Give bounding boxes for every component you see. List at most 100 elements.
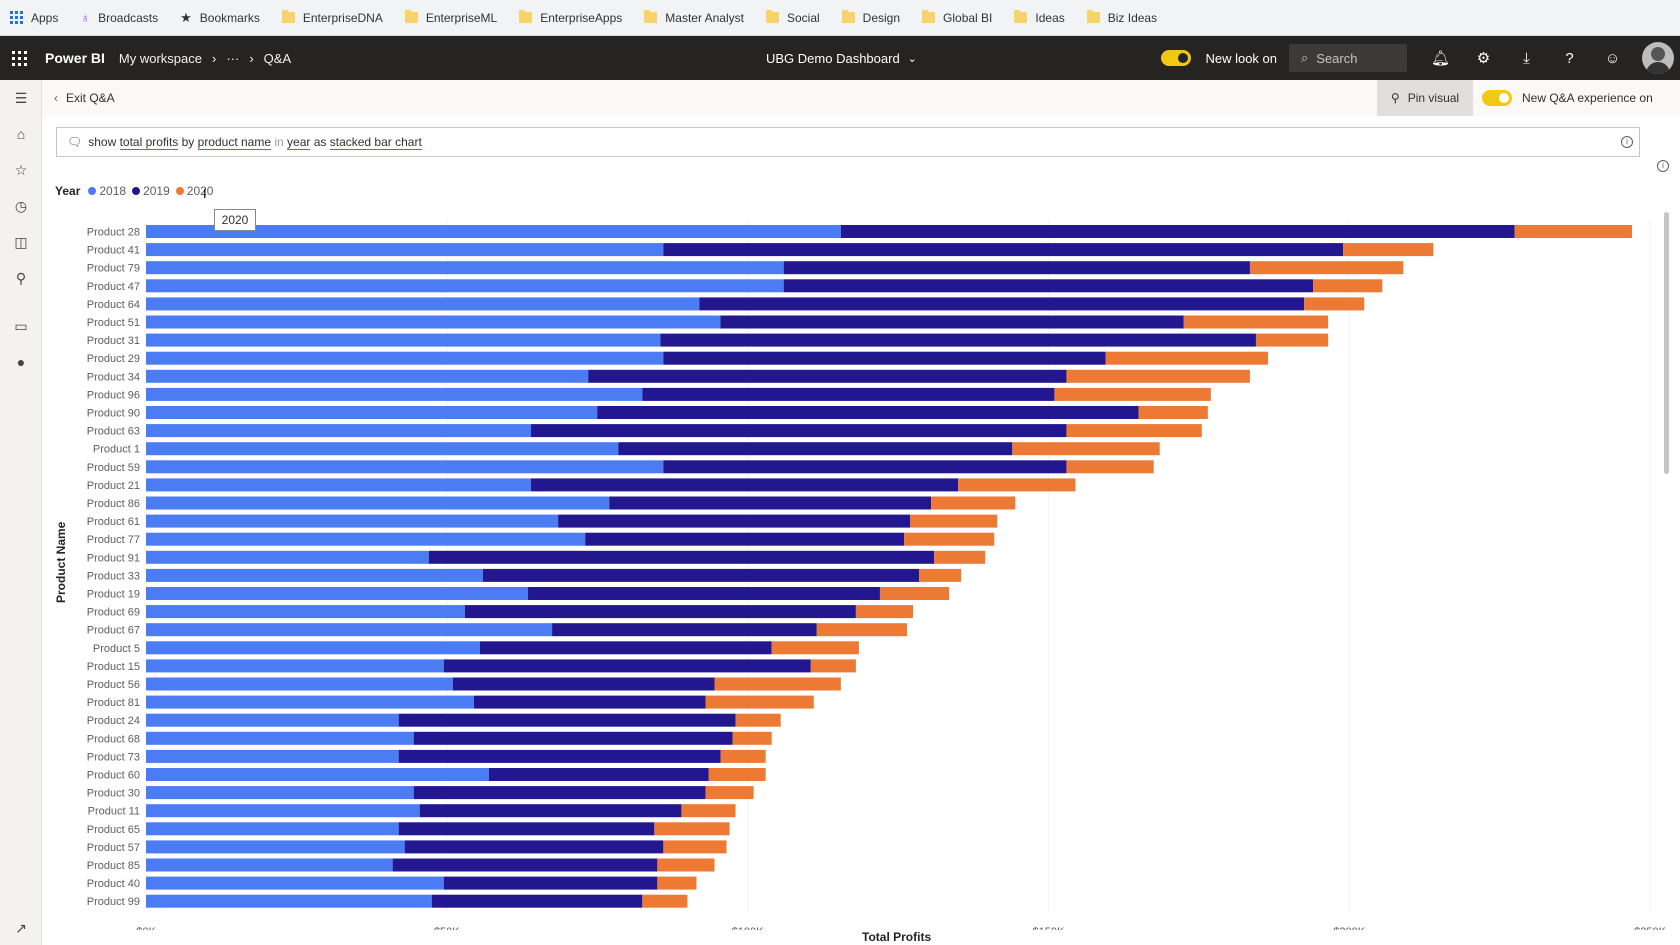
- bar-segment-2020[interactable]: [1138, 406, 1208, 419]
- bookmark-enterpriseapps[interactable]: EnterpriseApps: [519, 10, 622, 25]
- bar-segment-2020[interactable]: [958, 478, 1076, 492]
- bar-segment-2019[interactable]: [428, 550, 935, 564]
- bar-segment-2020[interactable]: [735, 713, 781, 727]
- bar-segment-2018[interactable]: [146, 822, 399, 836]
- query-part-term[interactable]: year: [287, 135, 311, 150]
- bar-segment-2020[interactable]: [1105, 351, 1268, 365]
- bar-segment-2019[interactable]: [392, 858, 658, 872]
- brand-title[interactable]: Power BI: [45, 50, 105, 66]
- bar-segment-2020[interactable]: [934, 550, 986, 564]
- expand-icon[interactable]: ↗: [15, 919, 27, 936]
- bar-segment-2020[interactable]: [910, 514, 998, 528]
- bar-segment-2018[interactable]: [146, 424, 532, 438]
- chart-scrollbar[interactable]: [1664, 212, 1669, 474]
- bar-segment-2018[interactable]: [146, 768, 489, 781]
- bar-segment-2018[interactable]: [146, 297, 700, 311]
- new-look-toggle[interactable]: [1161, 50, 1192, 66]
- bar-segment-2019[interactable]: [473, 695, 706, 709]
- favorites-star-icon[interactable]: ☆: [14, 161, 28, 178]
- bar-segment-2018[interactable]: [146, 315, 721, 329]
- bar-segment-2020[interactable]: [720, 749, 766, 763]
- legend-item-2018[interactable]: 2018: [88, 184, 126, 198]
- new-qa-toggle[interactable]: [1482, 90, 1512, 106]
- bar-segment-2018[interactable]: [146, 243, 664, 257]
- pin-visual-button[interactable]: ⚲ Pin visual: [1377, 80, 1473, 116]
- bar-segment-2020[interactable]: [654, 822, 730, 836]
- workspaces-icon[interactable]: ▭: [14, 317, 28, 334]
- bar-segment-2019[interactable]: [609, 496, 932, 510]
- hamburger-menu-icon[interactable]: ☰: [14, 89, 28, 106]
- bar-segment-2019[interactable]: [618, 442, 1013, 456]
- bar-segment-2020[interactable]: [816, 623, 908, 637]
- bar-segment-2018[interactable]: [146, 804, 420, 818]
- bar-segment-2020[interactable]: [1066, 460, 1154, 474]
- help-icon[interactable]: ?: [1565, 49, 1574, 67]
- bar-segment-2018[interactable]: [146, 749, 399, 763]
- bar-segment-2018[interactable]: [146, 840, 405, 854]
- bar-segment-2019[interactable]: [479, 641, 772, 655]
- bar-segment-2018[interactable]: [146, 605, 465, 619]
- bar-segment-2019[interactable]: [642, 387, 1055, 401]
- bar-segment-2018[interactable]: [146, 876, 444, 890]
- bar-segment-2020[interactable]: [708, 768, 766, 781]
- dashboard-selector[interactable]: UBG Demo Dashboard ⌄: [766, 36, 917, 80]
- recent-clock-icon[interactable]: ◷: [14, 197, 28, 214]
- bar-segment-2018[interactable]: [146, 568, 483, 582]
- bookmark-social[interactable]: Social: [765, 10, 820, 25]
- bar-segment-2018[interactable]: [146, 623, 553, 637]
- bar-segment-2020[interactable]: [681, 804, 736, 818]
- bar-segment-2020[interactable]: [1313, 279, 1383, 293]
- bar-segment-2018[interactable]: [146, 406, 598, 419]
- bar-segment-2020[interactable]: [931, 496, 1016, 510]
- bar-segment-2018[interactable]: [146, 659, 444, 673]
- smiley-icon[interactable]: ☺: [1604, 49, 1621, 67]
- bar-segment-2019[interactable]: [552, 623, 817, 637]
- bar-segment-2019[interactable]: [699, 297, 1305, 311]
- bar-segment-2019[interactable]: [558, 514, 911, 528]
- bar-segment-2020[interactable]: [919, 568, 962, 582]
- bookmark-broadcasts[interactable]: ♁ Broadcasts: [80, 10, 158, 25]
- bar-segment-2020[interactable]: [642, 894, 688, 908]
- bar-segment-2018[interactable]: [146, 478, 532, 492]
- bar-segment-2020[interactable]: [1249, 261, 1404, 275]
- bar-segment-2019[interactable]: [431, 894, 643, 908]
- bar-segment-2020[interactable]: [1255, 333, 1329, 347]
- bar-segment-2020[interactable]: [663, 840, 727, 854]
- home-icon[interactable]: ⌂: [16, 126, 26, 142]
- bar-segment-2018[interactable]: [146, 677, 453, 691]
- bar-segment-2018[interactable]: [146, 442, 619, 456]
- bar-segment-2019[interactable]: [528, 587, 880, 600]
- bar-segment-2019[interactable]: [404, 840, 664, 854]
- bar-segment-2019[interactable]: [398, 822, 655, 836]
- bar-segment-2019[interactable]: [660, 333, 1256, 347]
- bar-segment-2018[interactable]: [146, 731, 414, 745]
- bar-segment-2019[interactable]: [413, 731, 733, 745]
- bookmark-enterprisedna[interactable]: EnterpriseDNA: [281, 10, 383, 25]
- bar-segment-2020[interactable]: [810, 659, 856, 673]
- bar-segment-2018[interactable]: [146, 894, 432, 908]
- bar-segment-2018[interactable]: [146, 786, 414, 800]
- bar-segment-2019[interactable]: [720, 315, 1184, 329]
- bar-segment-2019[interactable]: [419, 804, 682, 818]
- bar-segment-2020[interactable]: [1343, 243, 1434, 257]
- bar-segment-2018[interactable]: [146, 695, 474, 709]
- search-input[interactable]: ⌕ Search: [1289, 44, 1407, 72]
- bar-segment-2018[interactable]: [146, 532, 586, 546]
- bar-segment-2019[interactable]: [663, 460, 1067, 474]
- bar-segment-2019[interactable]: [413, 786, 706, 800]
- exit-qa-button[interactable]: ‹ Exit Q&A: [54, 91, 115, 105]
- legend-item-2019[interactable]: 2019: [132, 184, 170, 198]
- bar-segment-2018[interactable]: [146, 713, 399, 727]
- bar-segment-2020[interactable]: [1012, 442, 1160, 456]
- bar-segment-2018[interactable]: [146, 460, 664, 474]
- bar-segment-2019[interactable]: [585, 532, 905, 546]
- bar-segment-2019[interactable]: [783, 279, 1314, 293]
- bar-segment-2020[interactable]: [714, 677, 841, 691]
- bar-segment-2020[interactable]: [855, 605, 914, 619]
- bar-segment-2019[interactable]: [443, 876, 658, 890]
- bar-segment-2019[interactable]: [531, 424, 1067, 438]
- bar-segment-2020[interactable]: [657, 858, 715, 872]
- bar-segment-2020[interactable]: [657, 876, 697, 890]
- query-part-term[interactable]: product name: [197, 135, 272, 150]
- bar-segment-2019[interactable]: [398, 713, 736, 727]
